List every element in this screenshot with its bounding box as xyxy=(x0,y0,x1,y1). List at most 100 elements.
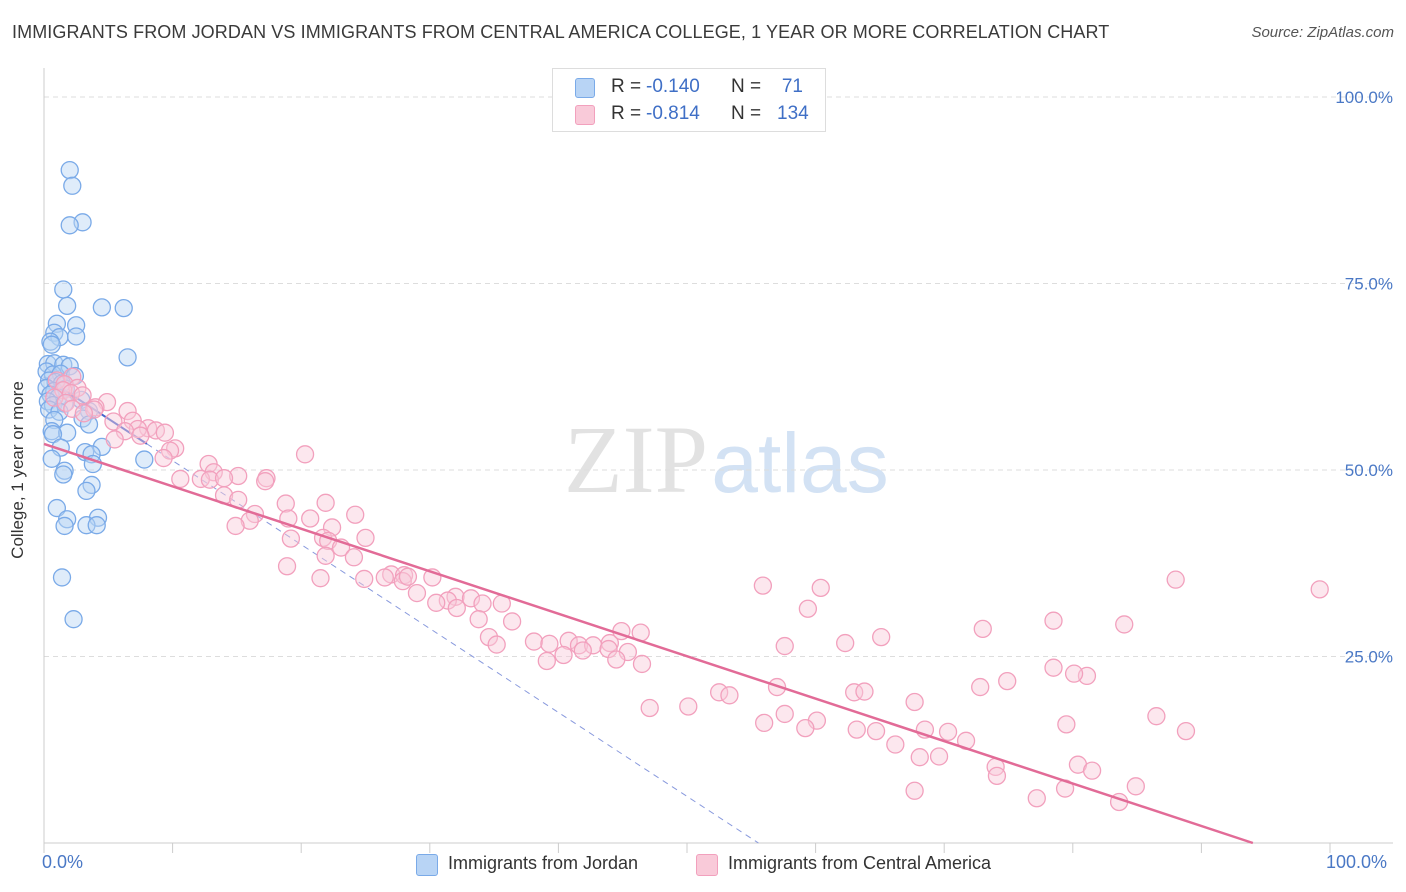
data-point xyxy=(344,548,364,567)
data-point xyxy=(356,528,375,548)
data-point xyxy=(311,569,330,588)
data-point xyxy=(92,298,112,317)
legend-swatch-central-america xyxy=(575,105,595,125)
bottom-legend-swatch-central-america xyxy=(696,854,718,876)
data-point xyxy=(61,384,81,403)
gridlines xyxy=(44,96,1393,657)
data-point xyxy=(910,748,929,767)
data-point xyxy=(55,516,74,536)
data-point xyxy=(171,469,190,489)
data-point xyxy=(938,722,958,741)
data-point xyxy=(295,445,315,464)
data-point xyxy=(987,766,1007,786)
data-point xyxy=(1126,777,1145,796)
data-point xyxy=(855,682,874,701)
data-point xyxy=(886,735,905,754)
data-point xyxy=(226,516,245,536)
data-point xyxy=(47,498,67,518)
data-point xyxy=(632,654,652,674)
data-point xyxy=(640,698,659,718)
data-point xyxy=(63,176,82,195)
data-point xyxy=(775,704,794,724)
data-point xyxy=(322,518,342,537)
zipatlas-watermark: ZIP atlas xyxy=(564,406,889,513)
data-point xyxy=(256,472,275,491)
data-point xyxy=(214,469,234,488)
data-point xyxy=(1147,707,1166,726)
legend-n-value: 71 xyxy=(781,76,803,97)
data-point xyxy=(1310,580,1329,599)
data-point xyxy=(573,641,592,660)
legend-r-value: -0.140 xyxy=(646,76,700,97)
data-point xyxy=(479,627,499,647)
data-point xyxy=(1044,658,1063,677)
data-point xyxy=(427,593,446,612)
data-point xyxy=(796,718,815,738)
data-point xyxy=(836,633,855,653)
y-tick-label: 75.0% xyxy=(1345,275,1393,294)
data-point xyxy=(375,568,394,587)
data-point xyxy=(1057,715,1076,734)
legend-n-value: 134 xyxy=(777,103,809,124)
data-point xyxy=(45,410,64,430)
data-point xyxy=(118,401,137,421)
data-point xyxy=(60,160,79,180)
legend-swatch-jordan xyxy=(575,78,595,98)
data-point xyxy=(316,546,335,565)
data-point xyxy=(45,388,64,407)
data-point xyxy=(1115,615,1134,634)
data-point xyxy=(1166,570,1185,589)
data-point xyxy=(753,576,773,595)
data-point xyxy=(607,650,626,669)
data-point xyxy=(43,425,63,444)
y-tick-label: 25.0% xyxy=(1345,648,1393,667)
trend-line-central-america xyxy=(43,442,1254,845)
data-point xyxy=(281,529,301,548)
legend-n-label: N = xyxy=(731,76,762,97)
watermark-zip: ZIP xyxy=(564,406,708,513)
data-point xyxy=(60,216,79,235)
data-point xyxy=(866,721,886,741)
data-point xyxy=(200,470,220,489)
data-point xyxy=(559,631,578,650)
data-point xyxy=(74,404,94,423)
data-point xyxy=(540,634,559,653)
data-point xyxy=(131,426,150,445)
data-point xyxy=(929,747,949,766)
data-point xyxy=(473,594,492,613)
bottom-legend-swatch-jordan xyxy=(416,854,438,876)
data-point xyxy=(135,450,154,469)
data-point xyxy=(229,466,248,486)
data-point xyxy=(398,567,418,586)
trend-line-central-america-solid xyxy=(43,442,1254,845)
data-point xyxy=(845,683,864,702)
data-point xyxy=(798,599,818,618)
data-point xyxy=(679,697,698,716)
y-tick-label: 100.0% xyxy=(1335,88,1393,107)
data-point xyxy=(355,569,374,589)
y-tick-label: 50.0% xyxy=(1345,461,1393,480)
data-point xyxy=(973,619,992,639)
x-axis-min-label: 0.0% xyxy=(42,852,84,872)
data-point xyxy=(720,686,739,705)
data-point xyxy=(872,627,891,647)
data-point xyxy=(42,449,61,468)
legend-r-value: -0.814 xyxy=(646,103,700,124)
data-point xyxy=(160,441,180,460)
data-point xyxy=(346,505,365,524)
bottom-legend-label-jordan: Immigrants from Jordan xyxy=(448,853,639,873)
data-point xyxy=(447,598,466,618)
data-point xyxy=(461,589,481,608)
data-point xyxy=(502,612,522,631)
data-point xyxy=(847,720,866,739)
data-point xyxy=(1082,761,1102,780)
data-point xyxy=(57,296,77,316)
data-point xyxy=(1176,721,1196,741)
legend-n-label: N = xyxy=(731,103,762,124)
data-point xyxy=(155,423,175,442)
data-point xyxy=(316,493,335,512)
data-point xyxy=(77,516,96,535)
source-label: Source: ZipAtlas.com xyxy=(1251,24,1394,41)
points-central-america xyxy=(45,367,1329,812)
x-axis-max-label: 100.0% xyxy=(1326,852,1388,872)
